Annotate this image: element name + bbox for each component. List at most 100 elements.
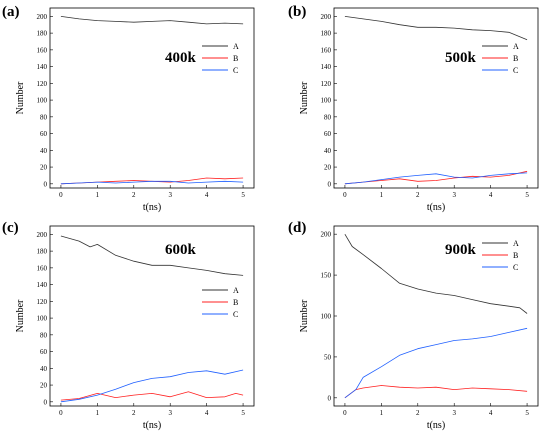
y-tick-label: 20 (40, 164, 48, 172)
x-tick-label: 2 (132, 409, 136, 417)
legend-label: C (233, 310, 238, 319)
temperature-label: 900k (445, 242, 477, 258)
x-tick-label: 4 (205, 409, 209, 417)
y-tick-label: 80 (40, 113, 48, 121)
x-tick-label: 4 (205, 191, 209, 199)
legend-label: A (233, 286, 239, 295)
y-tick-label: 100 (321, 97, 332, 105)
y-tick-label: 160 (321, 46, 332, 54)
temperature-label: 600k (165, 242, 197, 258)
series-line-A (60, 235, 244, 276)
chart-panel: (c) 0 20 40 60 80 100 120 140 160 180 200 0 1 2 3 4 5 t(ns… (2, 220, 255, 431)
x-tick-label: 5 (241, 409, 245, 417)
plot-frame (333, 7, 539, 189)
y-tick-label: 180 (37, 248, 48, 256)
x-tick-label: 1 (380, 409, 384, 417)
x-tick-label: 2 (416, 191, 420, 199)
legend-label: C (513, 66, 518, 75)
y-tick-label: 80 (324, 113, 332, 121)
panel-label: (b) (288, 4, 306, 20)
y-tick-label: 100 (37, 315, 48, 323)
y-tick-label: 80 (40, 331, 48, 339)
x-tick-label: 2 (416, 409, 420, 417)
x-tick-label: 0 (343, 409, 347, 417)
y-tick-label: 40 (40, 365, 48, 373)
x-tick-label: 3 (452, 191, 456, 199)
y-tick-label: 60 (324, 130, 332, 138)
series-line-C (60, 369, 244, 403)
x-tick-label: 2 (132, 191, 136, 199)
legend-label: A (513, 239, 519, 248)
y-tick-label: 200 (321, 13, 332, 21)
y-tick-label: 120 (37, 298, 48, 306)
x-axis-title: t(ns) (143, 420, 161, 431)
y-axis-title: Number (15, 81, 26, 114)
y-tick-label: 100 (37, 97, 48, 105)
y-tick-label: 120 (37, 80, 48, 88)
chart-panel: (a) 0 20 40 60 80 100 120 140 160 180 200 0 1 2 3 4 5 t(ns… (2, 4, 255, 213)
series-line-B (344, 385, 528, 399)
plot-frame (49, 7, 255, 189)
y-axis-title: Number (15, 299, 26, 332)
y-tick-label: 40 (324, 147, 332, 155)
x-axis-title: t(ns) (427, 202, 445, 213)
y-tick-label: 120 (321, 80, 332, 88)
y-axis-title: Number (299, 81, 310, 114)
x-axis-title: t(ns) (427, 420, 445, 431)
series-line-A (344, 233, 528, 314)
x-tick-label: 0 (59, 191, 63, 199)
x-tick-label: 5 (241, 191, 245, 199)
x-tick-label: 0 (59, 409, 63, 417)
legend-label: C (233, 66, 238, 75)
y-tick-label: 200 (321, 231, 332, 239)
plot-frame (333, 225, 539, 407)
x-tick-label: 4 (489, 191, 493, 199)
y-tick-label: 160 (37, 46, 48, 54)
x-tick-label: 3 (168, 409, 172, 417)
y-tick-label: 140 (37, 63, 48, 71)
x-tick-label: 5 (525, 191, 529, 199)
y-tick-label: 20 (40, 382, 48, 390)
x-tick-label: 4 (489, 409, 493, 417)
x-tick-label: 1 (380, 191, 384, 199)
plot-frame (49, 225, 255, 407)
x-tick-label: 1 (96, 191, 100, 199)
series-line-C (60, 180, 244, 185)
x-tick-label: 0 (343, 191, 347, 199)
legend-label: B (513, 251, 518, 260)
legend-label: B (233, 298, 238, 307)
chart-panel: (d) 0 50 100 150 200 0 1 2 3 4 5 t(ns) Number 900k ABC (288, 220, 539, 431)
legend-label: B (513, 54, 518, 63)
legend-label: A (513, 42, 519, 51)
series-line-B (344, 170, 528, 185)
y-tick-label: 200 (37, 231, 48, 239)
series-line-C (344, 172, 528, 185)
x-axis-title: t(ns) (143, 202, 161, 213)
y-tick-label: 50 (324, 353, 332, 361)
y-tick-label: 150 (321, 272, 332, 280)
y-tick-label: 140 (37, 281, 48, 289)
y-tick-label: 60 (40, 130, 48, 138)
y-tick-label: 40 (40, 147, 48, 155)
y-tick-label: 20 (324, 164, 332, 172)
series-line-B (60, 391, 244, 401)
y-tick-label: 200 (37, 13, 48, 21)
legend-label: A (233, 42, 239, 51)
x-tick-label: 3 (452, 409, 456, 417)
legend-label: C (513, 263, 518, 272)
series-line-A (344, 16, 528, 41)
series-line-A (60, 16, 244, 25)
y-tick-label: 0 (44, 398, 48, 406)
y-tick-label: 0 (44, 180, 48, 188)
x-tick-label: 3 (168, 191, 172, 199)
x-tick-label: 5 (525, 409, 529, 417)
y-tick-label: 60 (40, 348, 48, 356)
y-tick-label: 0 (328, 394, 332, 402)
temperature-label: 500k (445, 50, 477, 66)
series-line-C (344, 327, 528, 399)
panel-label: (d) (288, 220, 306, 236)
y-tick-label: 180 (37, 30, 48, 38)
x-tick-label: 1 (96, 409, 100, 417)
legend-label: B (233, 54, 238, 63)
panel-label: (c) (2, 220, 19, 236)
